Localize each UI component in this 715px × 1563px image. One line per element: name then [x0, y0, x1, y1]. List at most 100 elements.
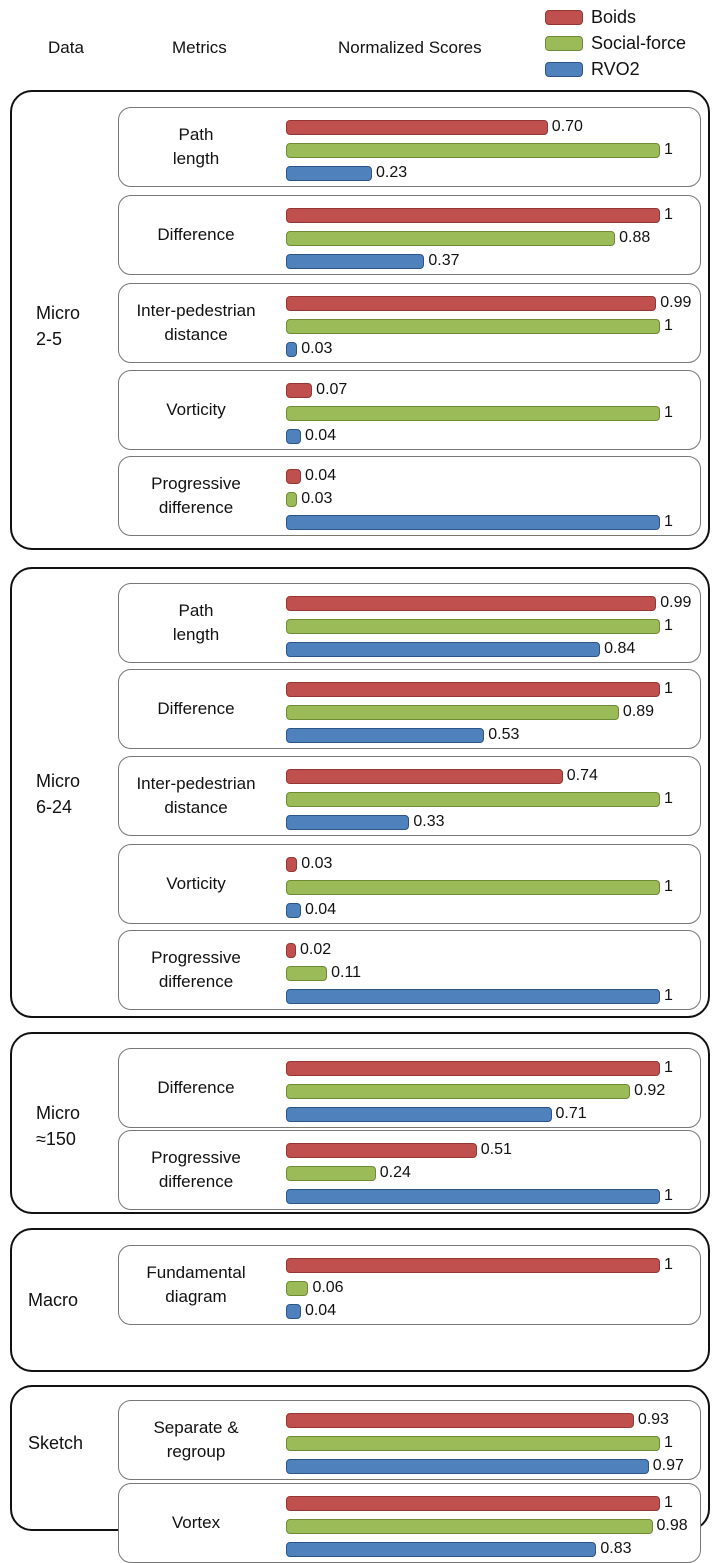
metric-label: Vorticity	[166, 400, 226, 419]
bar-rvo2	[286, 429, 301, 444]
bar-social-force	[286, 1436, 660, 1451]
bar-value-label: 0.03	[301, 855, 333, 872]
bar-value-label: 0.04	[304, 1302, 337, 1319]
bar-value-label: 0.04	[304, 901, 337, 918]
data-group-box	[10, 90, 710, 550]
bar-value-label: 0.07	[316, 381, 348, 398]
bar-value-label: 0.23	[376, 164, 408, 181]
bar-value-label: 1	[664, 1187, 673, 1204]
metric-label: Progressive difference	[151, 474, 241, 517]
bar-value-label: 0.03	[301, 490, 333, 507]
metric-label: Vorticity	[166, 874, 226, 893]
data-group-label: Macro	[28, 1290, 79, 1310]
bar-boids	[286, 1258, 660, 1273]
bar-value-label: 1	[664, 680, 673, 697]
bar-boids	[286, 120, 548, 135]
metric-label: Path length	[172, 125, 220, 168]
bar-value-label: 0.53	[488, 726, 520, 743]
bar-social-force	[286, 1166, 376, 1181]
bar-value-label: 0.89	[622, 703, 654, 720]
bar-rvo2	[286, 903, 301, 918]
bar-boids	[286, 1496, 660, 1511]
bar-value-label: 0.33	[413, 813, 445, 830]
bar-rvo2	[286, 1542, 597, 1557]
bar-value-label: 0.83	[600, 1540, 632, 1557]
data-group-label: Micro 6-24	[36, 771, 80, 817]
bar-value-label: 0.70	[551, 118, 583, 135]
legend-item-boids: Boids	[545, 7, 636, 28]
bar-value-label: 1	[664, 317, 673, 334]
bar-boids	[286, 596, 657, 611]
bar-value-label: 1	[664, 1059, 673, 1076]
bar-boids	[286, 682, 660, 697]
bar-social-force	[286, 1281, 309, 1296]
bar-value-label: 1	[664, 1494, 673, 1511]
bar-rvo2	[286, 1189, 660, 1204]
legend-label: RVO2	[591, 59, 640, 79]
bar-boids	[286, 943, 296, 958]
bar-social-force	[286, 880, 660, 895]
legend-swatch	[545, 36, 583, 51]
bar-value-label: 0.06	[312, 1279, 344, 1296]
bar-value-label: 1	[664, 878, 673, 895]
bar-social-force	[286, 619, 660, 634]
bar-value-label: 0.74	[566, 767, 598, 784]
bar-value-label: 0.93	[637, 1411, 669, 1428]
metric-label: Vortex	[171, 1513, 221, 1532]
data-group-label: Micro 2-5	[36, 303, 80, 349]
bar-value-label: 1	[664, 1434, 673, 1451]
bar-value-label: 1	[664, 513, 673, 530]
bar-value-label: 1	[664, 617, 673, 634]
bar-social-force	[286, 406, 660, 421]
bar-boids	[286, 1413, 634, 1428]
bar-boids	[286, 1143, 477, 1158]
data-group-label: Sketch	[28, 1433, 84, 1453]
bar-boids	[286, 469, 301, 484]
bar-boids	[286, 383, 313, 398]
header-metrics: Metrics	[172, 38, 227, 57]
bar-social-force	[286, 231, 616, 246]
bar-value-label: 1	[664, 404, 673, 421]
bar-social-force	[286, 705, 619, 720]
bar-value-label: 0.11	[331, 964, 362, 981]
bar-social-force	[286, 966, 328, 981]
bar-value-label: 0.88	[619, 229, 651, 246]
header-data: Data	[48, 38, 84, 57]
bar-rvo2	[286, 1459, 649, 1474]
data-group-box	[10, 1228, 710, 1372]
bar-value-label: 0.97	[652, 1457, 684, 1474]
metric-label: Path length	[172, 601, 220, 644]
metric-label: Progressive difference	[151, 1148, 241, 1191]
bar-value-label: 0.98	[656, 1517, 688, 1534]
bar-value-label: 1	[664, 987, 673, 1004]
bar-value-label: 0.04	[304, 427, 337, 444]
legend-swatch	[545, 62, 583, 77]
bar-value-label: 0.99	[660, 594, 692, 611]
bar-boids	[286, 1061, 660, 1076]
bar-value-label: 1	[664, 790, 673, 807]
legend-item-rvo2: RVO2	[545, 59, 640, 80]
legend-swatch	[545, 10, 583, 25]
bar-rvo2	[286, 1304, 301, 1319]
legend-item-social-force: Social-force	[545, 33, 686, 54]
bar-value-label: 1	[664, 206, 673, 223]
legend-label: Social-force	[591, 33, 687, 53]
data-group-box	[10, 1032, 710, 1214]
bar-social-force	[286, 143, 660, 158]
metric-label: Difference	[157, 1078, 235, 1097]
bar-value-label: 0.71	[555, 1105, 587, 1122]
bar-value-label: 0.99	[660, 294, 692, 311]
metric-label: Fundamental diagram	[146, 1263, 246, 1306]
bar-value-label: 0.84	[604, 640, 636, 657]
metric-label: Inter-pedestrian distance	[136, 774, 256, 817]
bar-value-label: 0.51	[480, 1141, 512, 1158]
bar-rvo2	[286, 515, 660, 530]
bar-social-force	[286, 792, 660, 807]
bar-social-force	[286, 1084, 631, 1099]
legend-label: Boids	[591, 7, 637, 27]
bar-boids	[286, 769, 563, 784]
bar-value-label: 0.37	[428, 252, 460, 269]
bar-rvo2	[286, 728, 485, 743]
bar-rvo2	[286, 815, 410, 830]
bar-value-label: 1	[664, 1256, 673, 1273]
